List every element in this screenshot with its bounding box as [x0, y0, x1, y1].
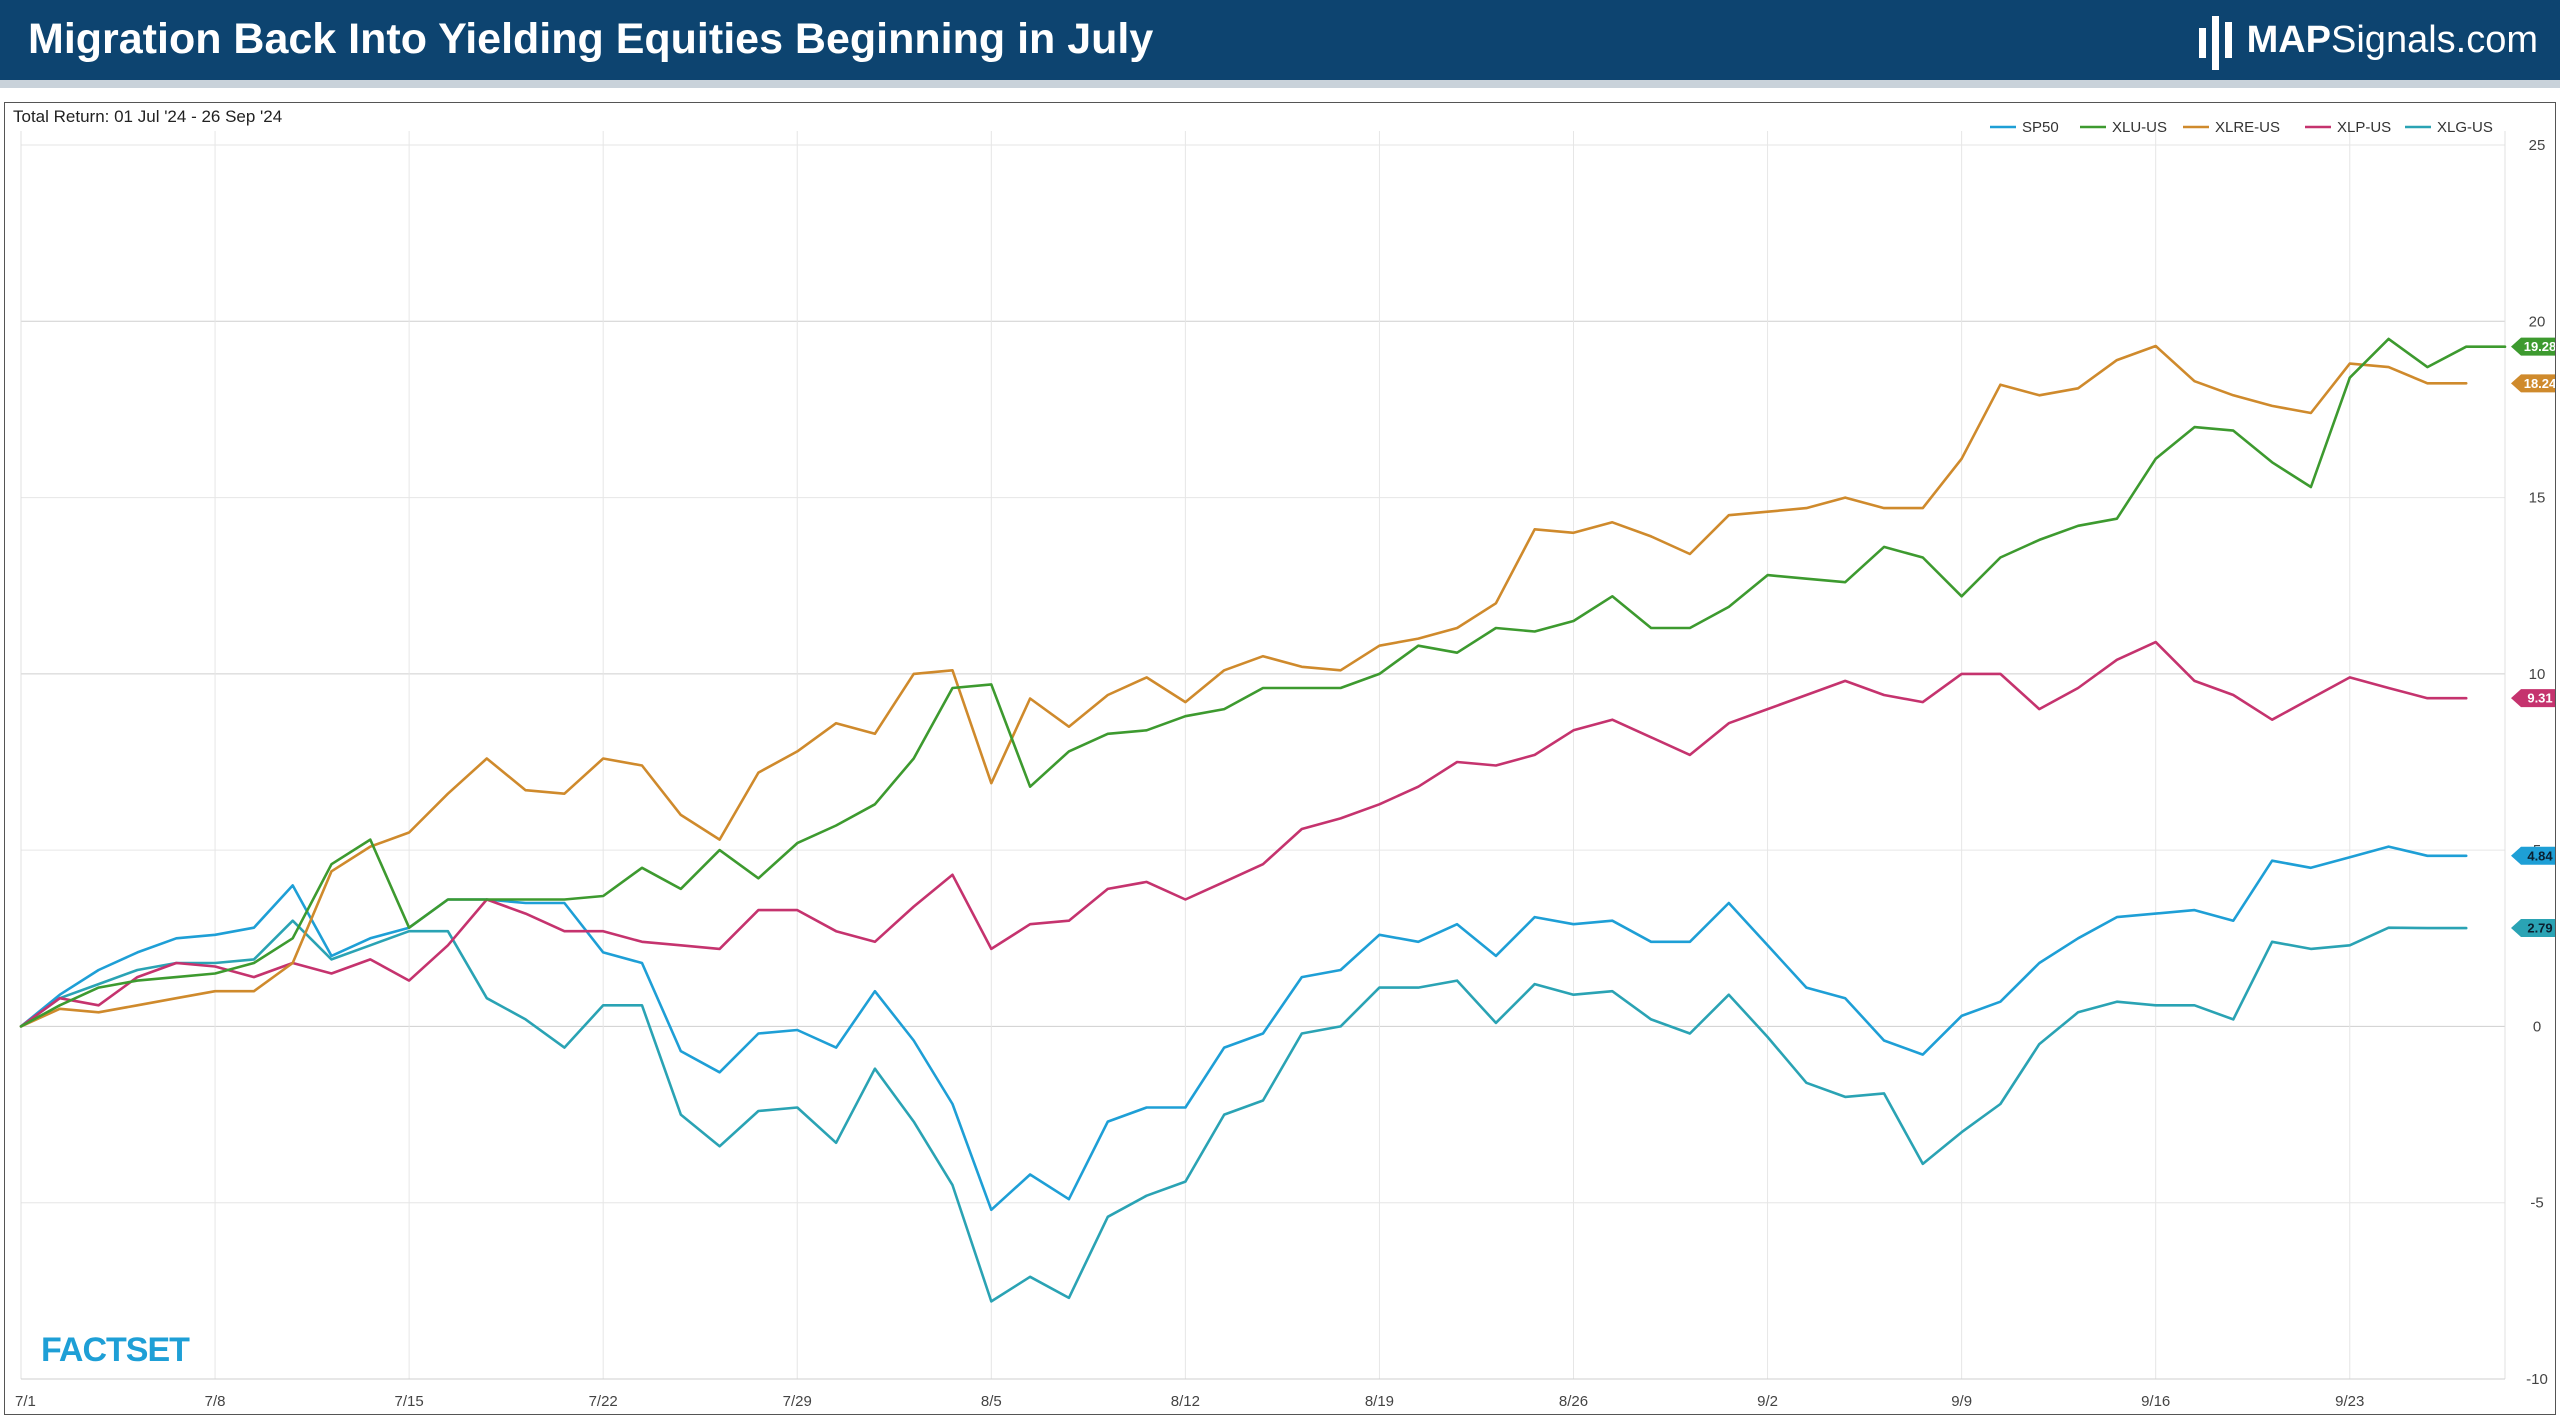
x-tick-label: 8/12 — [1171, 1393, 1200, 1410]
y-axis-labels: 2520151050-5-10 — [2526, 137, 2548, 1388]
flag-shape — [2511, 846, 2555, 865]
flag-value: 2.79 — [2527, 921, 2552, 936]
last-value-flag-xlu-us: 19.28 — [2511, 337, 2555, 356]
brand-name-rest: Signals.com — [2331, 18, 2538, 61]
flag-value: 4.84 — [2527, 848, 2553, 863]
line-chart: Total Return: 01 Jul '24 - 26 Sep '24 25… — [13, 107, 2555, 1410]
y-tick-label: 0 — [2533, 1018, 2541, 1035]
y-tick-label: 25 — [2529, 137, 2546, 154]
chart-grid — [20, 131, 2506, 1380]
series-line-sp50 — [19, 845, 2468, 1212]
y-tick-label: -5 — [2530, 1195, 2543, 1212]
flag-shape — [2511, 689, 2555, 708]
mapsignals-logo-icon — [2198, 16, 2232, 70]
series-line-xlg-us — [19, 919, 2468, 1303]
x-tick-label: 7/8 — [205, 1393, 226, 1410]
page-title: Migration Back Into Yielding Equities Be… — [28, 15, 1154, 63]
legend-label: XLP-US — [2337, 119, 2391, 136]
flag-value: 19.28 — [2524, 339, 2555, 354]
legend-label: XLU-US — [2112, 119, 2167, 136]
flag-shape — [2511, 337, 2555, 356]
header-bar: Migration Back Into Yielding Equities Be… — [0, 0, 2560, 80]
x-tick-label: 7/22 — [589, 1393, 618, 1410]
x-tick-label: 7/29 — [783, 1393, 812, 1410]
x-tick-label: 8/26 — [1559, 1393, 1588, 1410]
y-tick-label: -10 — [2526, 1371, 2548, 1388]
flag-shape — [2511, 919, 2555, 938]
legend-label: XLG-US — [2437, 119, 2493, 136]
x-tick-label: 7/1 — [15, 1393, 36, 1410]
x-tick-label: 9/2 — [1757, 1393, 1778, 1410]
x-tick-label: 8/19 — [1365, 1393, 1394, 1410]
legend-item-xlg-us: XLG-US — [2405, 119, 2493, 136]
x-tick-label: 9/16 — [2141, 1393, 2170, 1410]
last-value-flag-xlg-us: 2.79 — [2511, 919, 2555, 938]
chart-subtitle: Total Return: 01 Jul '24 - 26 Sep '24 — [13, 107, 282, 126]
last-value-flag-xlp-us: 9.31 — [2511, 689, 2555, 708]
brand-logo-group: MAPSignals.com — [2193, 6, 2538, 74]
y-tick-label: 10 — [2529, 666, 2546, 683]
x-tick-label: 7/15 — [395, 1393, 424, 1410]
legend-item-xlu-us: XLU-US — [2080, 119, 2167, 136]
flag-value: 9.31 — [2527, 691, 2552, 706]
header-divider — [0, 80, 2560, 88]
legend-item-xlp-us: XLP-US — [2305, 119, 2391, 136]
brand-name: MAPSignals.com — [2247, 19, 2538, 62]
y-tick-label: 20 — [2529, 313, 2546, 330]
legend-item-xlre-us: XLRE-US — [2183, 119, 2280, 136]
last-value-flag-sp50: 4.84 — [2511, 846, 2555, 865]
x-axis-labels: 7/1 7/8 7/15 7/22 7/29 8/5 8/12 8/19 8/26 9/2 9/9 9… — [15, 1393, 2364, 1410]
legend-label: XLRE-US — [2215, 119, 2280, 136]
last-value-flag-xlre-us: 18.24 — [2511, 374, 2555, 393]
brand-name-bold: MAP — [2246, 18, 2332, 61]
y-tick-label: 15 — [2529, 490, 2546, 507]
chart-frame: Total Return: 01 Jul '24 - 26 Sep '24 25… — [4, 102, 2556, 1415]
flag-value: 18.24 — [2524, 376, 2555, 391]
legend-label: SP50 — [2022, 119, 2059, 136]
series-lines — [19, 337, 2507, 1303]
last-value-flags: 4.84 2.79 9.31 18.24 19.28 — [2511, 337, 2555, 938]
legend-item-sp50: SP50 — [1990, 119, 2059, 136]
factset-watermark: FACTSET — [41, 1331, 190, 1369]
x-tick-label: 9/23 — [2335, 1393, 2364, 1410]
x-tick-label: 8/5 — [981, 1393, 1002, 1410]
series-line-xlp-us — [19, 640, 2468, 1028]
series-line-xlu-us — [19, 337, 2507, 1028]
flag-shape — [2511, 374, 2555, 393]
legend: SP50 XLU-US XLRE-US XLP-US XLG-US — [1990, 119, 2493, 136]
series-line-xlre-us — [19, 344, 2468, 1028]
x-tick-label: 9/9 — [1951, 1393, 1972, 1410]
